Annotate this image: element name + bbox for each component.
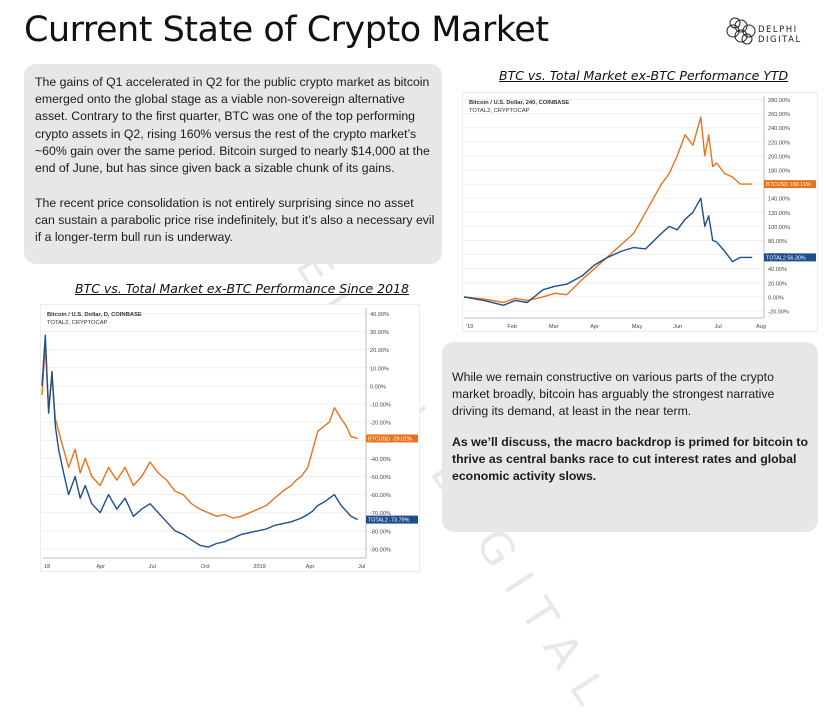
x-tick-label: May: [632, 324, 643, 330]
y-tick-label: 140.00%: [768, 197, 790, 203]
chart-since-2018-svg: 40.00% 30.00% 20.00% 10.00% 0.00% -10.00% -20.…: [40, 304, 420, 572]
chart-title-since-2018: BTC vs. Total Market ex-BTC Performance …: [75, 281, 409, 296]
y-tick-label: 40.00%: [768, 267, 787, 273]
chart-ytd: 280.00% 260.00% 240.00% 220.00% 200.00% 180.0…: [462, 92, 818, 332]
y-tick-label: -20.00%: [768, 309, 789, 315]
x-tick-label: Apr: [306, 564, 315, 570]
x-tick-label: Jun: [673, 324, 682, 330]
chart-since-2018: 40.00% 30.00% 20.00% 10.00% 0.00% -10.00% -20.…: [40, 304, 420, 572]
y-tick-label: -50.00%: [370, 475, 391, 481]
y-tick-label: 10.00%: [370, 366, 389, 372]
series-line-btcusd: [41, 345, 358, 519]
y-tick-label: 220.00%: [768, 140, 790, 146]
y-tick-label: 20.00%: [768, 281, 787, 287]
y-tick-label: -10.00%: [370, 403, 391, 409]
legend-entry: Bitcoin / U.S. Dollar, D, COINBASE: [47, 312, 142, 318]
last-value-badge: [764, 180, 816, 189]
y-tick-label: 30.00%: [370, 330, 389, 336]
logo-text: DELPHI DIGITAL: [758, 25, 802, 45]
y-tick-label: 200.00%: [768, 154, 790, 160]
y-tick-label: 0.00%: [768, 295, 784, 301]
y-tick-label: -80.00%: [370, 529, 391, 535]
y-tick-label: 180.00%: [768, 169, 790, 175]
y-tick-label: -20.00%: [370, 421, 391, 427]
chart-ytd-svg: 280.00% 260.00% 240.00% 220.00% 200.00% 180.0…: [462, 92, 818, 332]
y-tick-label: 80.00%: [768, 239, 787, 245]
intro-paragraph-1: The gains of Q1 accelerated in Q2 for th…: [35, 75, 430, 176]
last-value-badge: [366, 434, 418, 443]
last-value-badge: [366, 515, 418, 524]
y-tick-label: -90.00%: [370, 547, 391, 553]
series-line-btcusd: [463, 116, 753, 304]
y-tick-label: 240.00%: [768, 126, 790, 132]
last-value-label: TOTAL2 -73.79%: [368, 518, 410, 524]
intro-text-box: The gains of Q1 accelerated in Q2 for th…: [24, 64, 442, 264]
x-tick-label: '19: [466, 324, 473, 330]
delphi-logo-icon: [726, 17, 756, 45]
y-tick-label: 120.00%: [768, 211, 790, 217]
legend-entry: TOTAL2, CRYPTOCAP: [47, 320, 108, 326]
y-tick-label: 0.00%: [370, 384, 386, 390]
outro-paragraph-2: As we’ll discuss, the macro backdrop is …: [452, 435, 809, 484]
y-tick-label: 280.00%: [768, 98, 790, 104]
outro-paragraph-1: While we remain constructive on various …: [452, 370, 775, 419]
chart-title-ytd: BTC vs. Total Market ex-BTC Performance …: [499, 68, 789, 83]
y-tick-label: -40.00%: [370, 457, 391, 463]
y-tick-label: -60.00%: [370, 493, 391, 499]
last-value-badge: [764, 253, 816, 262]
series-line-total2: [41, 334, 359, 548]
page-title: Current State of Crypto Market: [24, 10, 549, 50]
y-tick-label: 40.00%: [370, 312, 389, 318]
last-value-label: TOTAL2 56.30%: [766, 255, 806, 261]
legend-entry: Bitcoin / U.S. Dollar, 240, COINBASE: [469, 100, 569, 106]
outro-text-box: While we remain constructive on various …: [442, 342, 818, 532]
x-tick-label: 18: [44, 564, 50, 570]
y-tick-label: 100.00%: [768, 225, 790, 231]
x-tick-label: Apr: [96, 564, 105, 570]
x-tick-label: Jul: [358, 564, 365, 570]
x-tick-label: Aug: [756, 324, 766, 330]
chart-frame: [40, 304, 420, 572]
y-tick-label: -70.00%: [370, 511, 391, 517]
x-tick-label: Feb: [507, 324, 517, 330]
legend-entry: TOTAL2, CRYPTOCAP: [469, 108, 530, 114]
last-value-label: BTCUSD 160.11%: [766, 182, 811, 188]
intro-paragraph-2: The recent price consolidation is not en…: [35, 196, 435, 245]
x-tick-label: Mar: [549, 324, 559, 330]
y-tick-label: 20.00%: [370, 348, 389, 354]
x-tick-label: Jul: [149, 564, 156, 570]
x-tick-label: 2019: [253, 564, 265, 570]
x-tick-label: Apr: [590, 324, 599, 330]
y-tick-label: 260.00%: [768, 112, 790, 118]
series-line-total2: [463, 197, 753, 306]
x-tick-label: Oct: [201, 564, 210, 570]
last-value-label: BTCUSD -29.01%: [368, 436, 412, 442]
x-tick-label: Jul: [715, 324, 722, 330]
